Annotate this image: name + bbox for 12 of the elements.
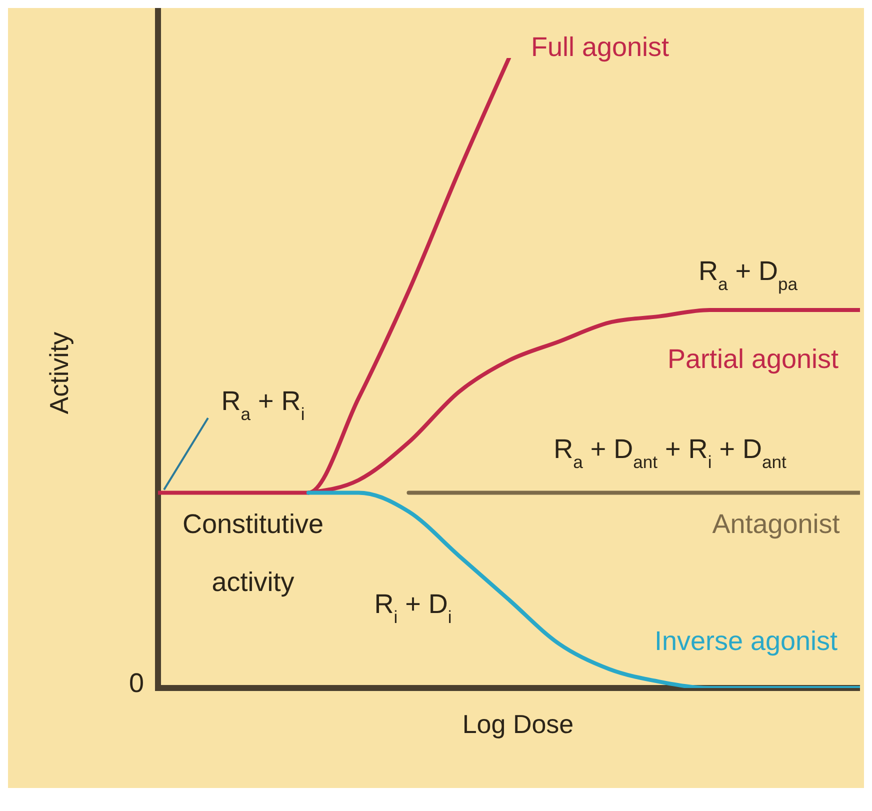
annotation: R$_{i}$ + D$_{i}$: [374, 589, 452, 627]
annotation: Constitutive activity: [182, 509, 324, 597]
annotation: R$_{a}$ + D$_{pa}$: [698, 256, 798, 294]
y-axis-title: Activity: [44, 332, 74, 414]
x-axis-title: Log Dose: [462, 709, 574, 739]
series-label: Full agonist: [530, 32, 670, 62]
series-label: Antagonist: [712, 509, 840, 539]
annotation: R$_{a}$ + R$_{i}$: [221, 386, 305, 424]
series-label: Inverse agonist: [654, 626, 838, 656]
annotation: R$_{a}$ + D$_{ant}$ + R$_{i}$ + D$_{ant}$: [554, 434, 787, 472]
text: 0: [128, 668, 144, 698]
series-label: Partial agonist: [667, 344, 840, 374]
